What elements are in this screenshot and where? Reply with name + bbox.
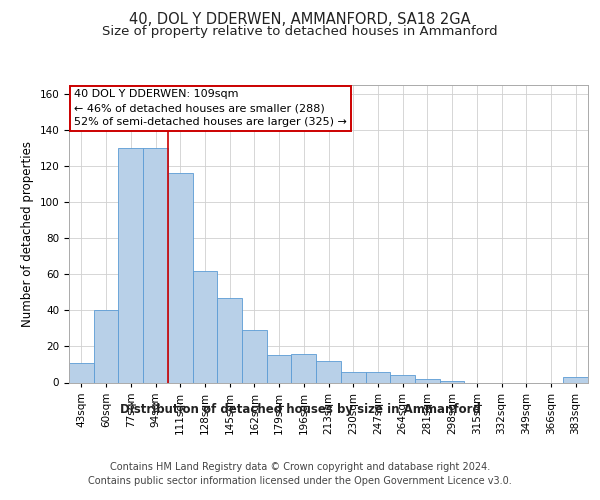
Bar [365, 372, 390, 382]
Bar [118, 148, 143, 382]
Bar [94, 310, 118, 382]
Text: Contains public sector information licensed under the Open Government Licence v3: Contains public sector information licen… [88, 476, 512, 486]
Bar [415, 379, 440, 382]
Bar [341, 372, 365, 382]
Text: 40 DOL Y DDERWEN: 109sqm
← 46% of detached houses are smaller (288)
52% of semi-: 40 DOL Y DDERWEN: 109sqm ← 46% of detach… [74, 90, 347, 128]
Bar [69, 362, 94, 382]
Text: Size of property relative to detached houses in Ammanford: Size of property relative to detached ho… [102, 25, 498, 38]
Bar [440, 380, 464, 382]
Text: 40, DOL Y DDERWEN, AMMANFORD, SA18 2GA: 40, DOL Y DDERWEN, AMMANFORD, SA18 2GA [129, 12, 471, 28]
Text: Distribution of detached houses by size in Ammanford: Distribution of detached houses by size … [119, 402, 481, 415]
Bar [563, 377, 588, 382]
Bar [242, 330, 267, 382]
Bar [292, 354, 316, 382]
Text: Contains HM Land Registry data © Crown copyright and database right 2024.: Contains HM Land Registry data © Crown c… [110, 462, 490, 472]
Bar [267, 356, 292, 382]
Bar [193, 270, 217, 382]
Bar [143, 148, 168, 382]
Bar [217, 298, 242, 382]
Bar [390, 376, 415, 382]
Bar [168, 174, 193, 382]
Y-axis label: Number of detached properties: Number of detached properties [21, 141, 34, 327]
Bar [316, 361, 341, 382]
